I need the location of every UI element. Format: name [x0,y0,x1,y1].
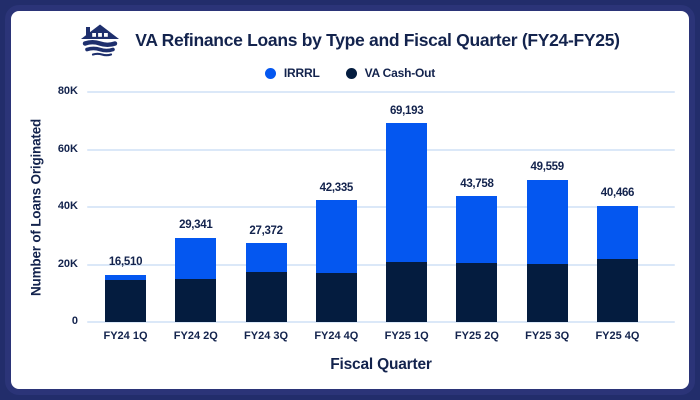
y-tick-80K: 80K [57,85,78,97]
y-axis-ticks: 0 20K 40K 60K 80K [47,86,87,327]
va-cash-out-segment [245,271,287,322]
va-cash-out-segment [526,263,568,322]
bar-fy25-2q: 43,758 FY25 2Q [455,92,499,341]
irrrl-segment [386,123,428,263]
gridline-60K [87,148,675,151]
bar-total-label: 16,510 [108,256,143,269]
y-tick-60K: 60K [57,142,78,155]
y-tick-40K: 40K [57,200,78,212]
irrrl-legend-dot [264,67,276,79]
bar-total-label: 42,335 [319,181,354,194]
x-tick-label: FY24 3Q [244,330,289,342]
bar-fy25-3q: 49,559 FY25 3Q [525,92,569,342]
bars-row: 16,510 FY24 1Q 29,341 FY24 2Q 27,372 FY24 3Q 4… [103,92,639,342]
irrrl-segment [105,274,146,281]
va-cash-out-segment [386,262,428,322]
irrrl-segment [245,243,287,272]
irrrl-segment [315,200,357,273]
irrrl-legend-label: IRRRL [283,66,320,80]
irrrl-segment [175,237,217,279]
plot-area: 16,510 FY24 1Q 29,341 FY24 2Q 27,372 FY24 3Q 4… [87,91,675,342]
x-tick-label: FY24 1Q [103,330,148,342]
x-tick-label: FY25 2Q [454,330,499,342]
y-tick-20K: 20K [57,257,78,270]
gridline-80K [87,91,675,93]
chart-legend: IRRRL VA Cash-Out [11,66,689,80]
x-tick-label: FY25 3Q [525,330,570,342]
bar-fy25-4q: 40,466 FY25 4Q [595,92,639,342]
bar-total-label: 27,372 [249,224,283,237]
va-cash-out-segment [315,272,357,322]
house-over-waves-icon [81,24,120,57]
x-tick-label: FY25 4Q [595,330,640,342]
bar-total-label: 29,341 [179,219,213,232]
chart-card: VA Refinance Loans by Type and Fiscal Qu… [5,5,695,395]
legend-item-va-cash-out: VA Cash-Out [345,66,436,80]
va-cash-out-segment [175,278,217,322]
x-axis-title: Fiscal Quarter [330,356,432,373]
bar-total-label: 43,758 [460,177,494,190]
va-cash-out-legend-dot [345,67,357,79]
x-tick-label: FY25 1Q [384,330,429,342]
bar-fy24-1q: 16,510 FY24 1Q [103,92,147,342]
irrrl-segment [526,179,568,264]
chart-title: VA Refinance Loans by Type and Fiscal Qu… [135,29,620,50]
bar-total-label: 40,466 [600,187,635,200]
irrrl-segment [456,196,498,264]
bar-fy24-2q: 29,341 FY24 2Q [174,92,218,342]
gridline-40K [87,206,675,208]
legend-item-irrrl: IRRRL [264,66,320,80]
bar-fy24-3q: 27,372 FY24 3Q [244,92,288,341]
bar-fy25-1q: 69,193 FY25 1Q [385,92,429,341]
va-cash-out-segment [456,263,498,322]
irrrl-segment [596,205,638,260]
x-tick-label: FY24 2Q [173,330,218,342]
gridline-0 [87,321,675,323]
bar-fy24-4q: 42,335 FY24 4Q [314,92,358,341]
va-cash-out-legend-label: VA Cash-Out [364,66,436,80]
bar-total-label: 49,559 [530,161,565,174]
chart-header: VA Refinance Loans by Type and Fiscal Qu… [11,22,689,58]
va-cash-out-segment [596,259,638,322]
va-cash-out-segment [105,280,146,322]
x-tick-label: FY24 4Q [314,330,359,342]
gridline-20K [87,263,675,266]
chart-area: Number of Loans Originated 0 20K 40K 60K 80K… [11,86,689,342]
y-axis-title: Number of Loans Originated [28,118,44,296]
y-tick-0: 0 [71,315,78,327]
bar-total-label: 69,193 [389,104,424,117]
